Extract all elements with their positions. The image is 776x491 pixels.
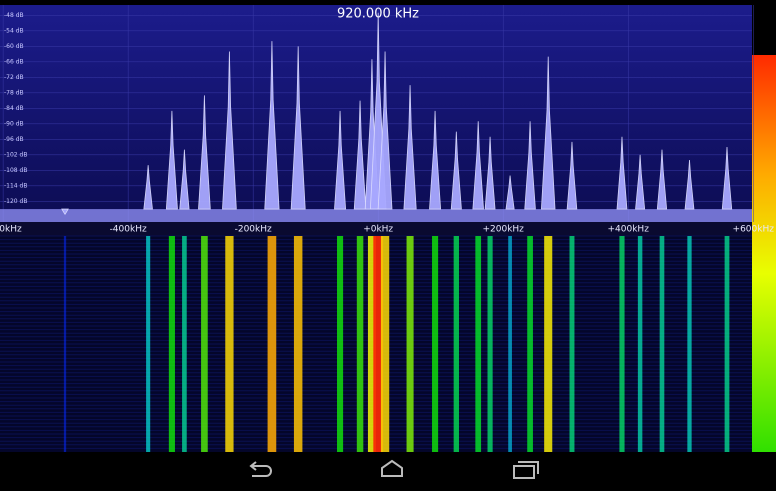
screen: -48 dB -54 dB -60 dB -66 dB -72 dB -78 dB -84 … — [0, 0, 776, 491]
waterfall-stripe — [64, 236, 66, 452]
x-tick-label: +200kHz — [482, 225, 524, 235]
waterfall-stripe — [225, 236, 233, 452]
waterfall-stripe — [488, 236, 493, 452]
y-tick-label: -72 dB — [4, 74, 24, 81]
x-tick-label: -200kHz — [235, 225, 272, 235]
waterfall-stripe — [407, 236, 414, 452]
y-tick-label: -84 dB — [4, 105, 24, 112]
center-frequency: 920.000 kHz — [337, 7, 419, 22]
waterfall-stripe — [294, 236, 302, 452]
waterfall-stripe — [475, 236, 481, 452]
waterfall-stripe — [638, 236, 642, 452]
colorbar — [752, 55, 776, 452]
x-tick-label: -600kHz — [0, 225, 22, 235]
x-tick-label: +600kHz — [733, 225, 775, 235]
waterfall-stripe — [357, 236, 363, 452]
waterfall-stripe — [337, 236, 343, 452]
nav-bar — [0, 452, 776, 491]
y-tick-label: -90 dB — [4, 120, 24, 127]
y-tick-label: -60 dB — [4, 43, 24, 50]
waterfall-stripe — [454, 236, 459, 452]
x-tick-label: +400kHz — [608, 225, 650, 235]
waterfall-stripe — [544, 236, 552, 452]
waterfall-stripe — [432, 236, 438, 452]
waterfall-stripe — [169, 236, 175, 452]
colorbar-cap — [752, 5, 776, 55]
y-tick-label: -114 dB — [4, 182, 27, 189]
y-tick-label: -54 dB — [4, 27, 24, 34]
y-tick-label: -120 dB — [4, 198, 27, 205]
waterfall-stripe — [725, 236, 730, 452]
y-tick-label: -96 dB — [4, 136, 24, 143]
noise-floor — [0, 209, 752, 222]
waterfall-stripe — [268, 236, 277, 452]
waterfall-stripe — [569, 236, 574, 452]
waterfall-stripe — [508, 236, 512, 452]
waterfall-stripe — [381, 236, 389, 452]
y-tick-label: -108 dB — [4, 167, 27, 174]
waterfall-stripe — [146, 236, 150, 452]
waterfall-stripe — [527, 236, 533, 452]
x-tick-label: -400kHz — [110, 225, 147, 235]
y-tick-label: -66 dB — [4, 58, 24, 65]
page: {"header": {"center_frequency": "920.000… — [0, 0, 776, 491]
y-tick-label: -48 dB — [4, 12, 24, 19]
waterfall-stripe — [660, 236, 665, 452]
y-tick-label: -78 dB — [4, 89, 24, 96]
waterfall-stripe — [687, 236, 691, 452]
waterfall-stripe — [182, 236, 187, 452]
x-tick-label: +0kHz — [363, 225, 393, 235]
y-tick-label: -102 dB — [4, 151, 27, 158]
waterfall-stripe — [619, 236, 624, 452]
waterfall-stripe — [201, 236, 208, 452]
